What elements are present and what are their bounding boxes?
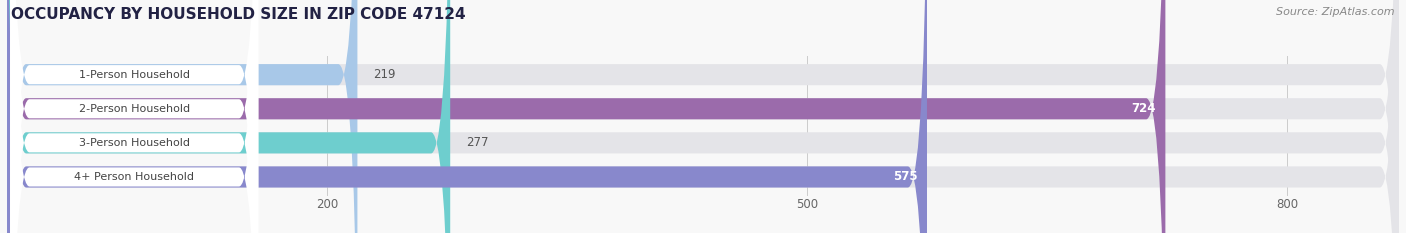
FancyBboxPatch shape <box>7 0 1166 233</box>
Text: 724: 724 <box>1132 102 1156 115</box>
Text: 3-Person Household: 3-Person Household <box>79 138 190 148</box>
FancyBboxPatch shape <box>10 0 259 233</box>
FancyBboxPatch shape <box>10 0 259 233</box>
FancyBboxPatch shape <box>7 0 1399 233</box>
Text: 277: 277 <box>467 136 489 149</box>
FancyBboxPatch shape <box>7 0 450 233</box>
FancyBboxPatch shape <box>7 0 357 233</box>
Text: 4+ Person Household: 4+ Person Household <box>75 172 194 182</box>
Text: 2-Person Household: 2-Person Household <box>79 104 190 114</box>
Text: 219: 219 <box>374 68 396 81</box>
FancyBboxPatch shape <box>7 0 1399 233</box>
Text: OCCUPANCY BY HOUSEHOLD SIZE IN ZIP CODE 47124: OCCUPANCY BY HOUSEHOLD SIZE IN ZIP CODE … <box>11 7 465 22</box>
Text: 1-Person Household: 1-Person Household <box>79 70 190 80</box>
Text: 575: 575 <box>893 171 917 183</box>
FancyBboxPatch shape <box>7 0 1399 233</box>
FancyBboxPatch shape <box>10 0 259 233</box>
Text: Source: ZipAtlas.com: Source: ZipAtlas.com <box>1277 7 1395 17</box>
FancyBboxPatch shape <box>7 0 927 233</box>
FancyBboxPatch shape <box>10 0 259 233</box>
FancyBboxPatch shape <box>7 0 1399 233</box>
